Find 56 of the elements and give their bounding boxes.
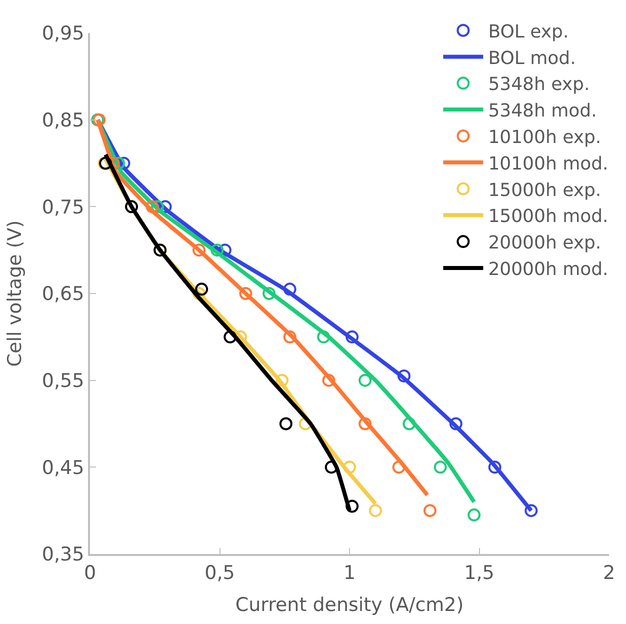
x-tick-label: 0	[84, 562, 96, 584]
x-tick-label: 0,5	[204, 562, 235, 584]
x-axis-title: Current density (A/cm2)	[235, 594, 464, 616]
legend-label: 15000h mod.	[488, 206, 608, 228]
point	[346, 500, 359, 513]
legend-label: 20000h exp.	[488, 232, 602, 254]
legend-label: BOL mod.	[488, 48, 576, 69]
legend-label: 10100h exp.	[488, 126, 602, 148]
y-tick-label: 0,75	[42, 196, 84, 218]
legend-label: 10100h mod.	[488, 153, 608, 174]
y-tick-label: 0,65	[42, 283, 84, 306]
point	[283, 282, 296, 296]
point	[423, 504, 436, 518]
legend-label: 20000h mod.	[488, 258, 608, 280]
legend-label: 15000h exp.	[488, 180, 602, 201]
point	[195, 282, 208, 296]
legend-label: 5348h exp.	[488, 74, 590, 96]
point	[402, 417, 416, 430]
point	[488, 460, 502, 474]
point	[358, 417, 372, 430]
point	[158, 200, 172, 214]
point	[317, 330, 330, 344]
y-tick-label: 0,35	[42, 544, 84, 566]
point	[368, 504, 382, 518]
point	[524, 504, 538, 518]
y-tick-label: 0,85	[42, 109, 84, 132]
point	[434, 460, 447, 474]
y-tick-label: 0,55	[42, 370, 84, 392]
point	[150, 200, 164, 214]
point	[262, 287, 276, 300]
point	[218, 244, 232, 257]
y-tick-label: 0,95	[42, 22, 84, 45]
legend-label: 5348h mod.	[488, 100, 597, 122]
point	[279, 417, 292, 430]
point	[322, 374, 336, 387]
point	[224, 330, 237, 344]
point	[239, 287, 252, 300]
point	[192, 244, 206, 257]
point	[398, 369, 410, 382]
x-tick-label: 1,5	[464, 562, 494, 584]
point	[392, 460, 406, 474]
point	[358, 374, 372, 387]
point	[146, 200, 159, 214]
x-tick-label: 1	[343, 562, 356, 584]
point	[324, 460, 338, 474]
y-tick-label: 0,45	[42, 456, 84, 479]
point	[283, 330, 296, 344]
point	[346, 330, 359, 344]
point	[276, 374, 289, 387]
x-tick-label: 2	[602, 562, 616, 584]
y-axis-title: Cell voltage (V)	[4, 220, 26, 367]
point	[449, 417, 462, 430]
point	[468, 508, 481, 522]
point	[343, 460, 356, 474]
point	[210, 244, 224, 257]
legend-label: BOL exp.	[488, 21, 569, 42]
